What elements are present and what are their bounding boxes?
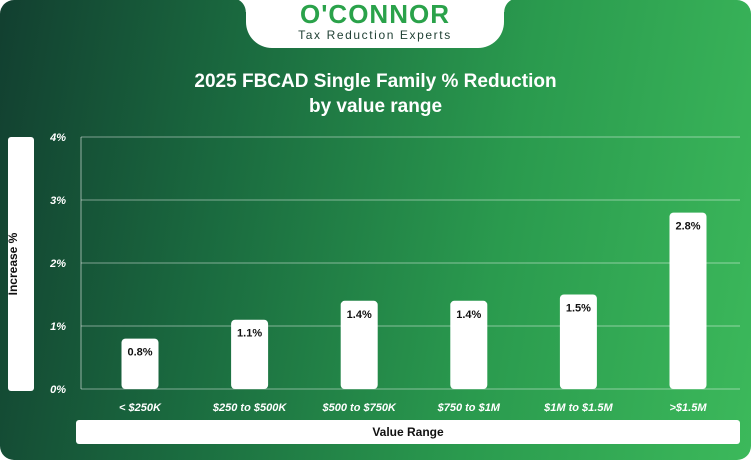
y-tick-label: 1% — [50, 321, 66, 333]
bar — [121, 338, 159, 389]
y-tick-label: 2% — [49, 258, 66, 270]
chart-title-line1: 2025 FBCAD Single Family % Reduction — [194, 71, 557, 92]
bar-value-label: 1.5% — [566, 303, 591, 315]
bar-value-label: 1.4% — [456, 309, 481, 321]
bar — [231, 319, 269, 389]
bar — [450, 300, 488, 389]
brand-tagline: Tax Reduction Experts — [298, 28, 452, 42]
bar-value-label: 1.1% — [237, 328, 262, 340]
chart-title-line2: by value range — [308, 96, 443, 117]
y-axis-label-box — [8, 137, 34, 391]
bar-value-label: 1.4% — [347, 309, 372, 321]
logo-tab: O'CONNOR Tax Reduction Experts — [232, 0, 518, 48]
x-tick-label: $250 to $500K — [212, 402, 287, 414]
y-tick-label: 0% — [50, 384, 66, 396]
brand-logo: O'CONNOR — [300, 0, 450, 29]
y-tick-label: 3% — [50, 195, 66, 207]
bar-value-label: 0.8% — [127, 347, 152, 359]
x-tick-label: < $250K — [119, 402, 162, 414]
bar — [340, 300, 378, 389]
bar-value-label: 2.8% — [675, 221, 700, 233]
bar — [559, 294, 597, 389]
x-tick-label: $1M to $1.5M — [543, 402, 613, 414]
x-tick-label: $750 to $1M — [437, 402, 501, 414]
x-axis-label: Value Range — [76, 420, 740, 444]
x-tick-label: >$1.5M — [670, 402, 708, 414]
y-tick-label: 4% — [49, 132, 66, 144]
bar — [669, 212, 707, 389]
x-tick-label: $500 to $750K — [322, 402, 397, 414]
chart-title: 2025 FBCAD Single Family % Reduction by … — [120, 69, 631, 119]
